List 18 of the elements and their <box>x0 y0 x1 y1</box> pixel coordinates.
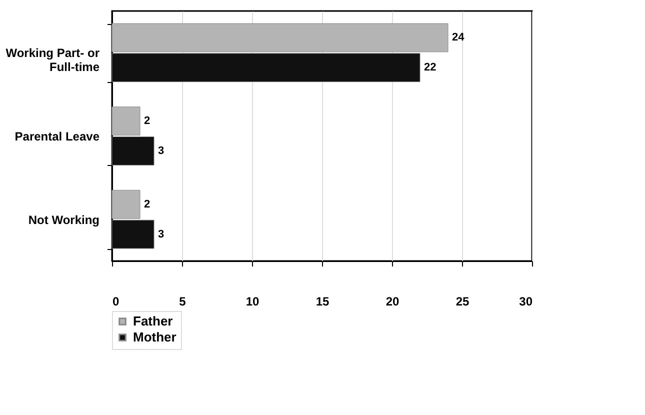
y-tick-label: Not Working <box>28 212 100 227</box>
x-tick-label: 25 <box>456 294 470 308</box>
data-label: 22 <box>424 62 436 74</box>
data-label: 3 <box>158 144 164 157</box>
x-tick-label: 20 <box>386 294 400 308</box>
y-tick-label: Parental Leave <box>14 130 100 144</box>
legend-label: Father <box>133 314 173 328</box>
x-tick-label: 15 <box>316 294 330 308</box>
x-tick-label: 30 <box>519 294 533 308</box>
data-label: 2 <box>144 115 150 128</box>
y-tick-label: Working Part- or Full-time <box>6 46 100 74</box>
x-tick-label: 10 <box>246 294 260 308</box>
data-label: 24 <box>452 32 466 44</box>
data-label: 3 <box>158 228 164 240</box>
x-tick-label: 5 <box>179 294 186 308</box>
legend-label: Mother <box>133 330 176 344</box>
data-label: 2 <box>144 198 150 210</box>
x-tick-label: 0 <box>112 294 120 308</box>
